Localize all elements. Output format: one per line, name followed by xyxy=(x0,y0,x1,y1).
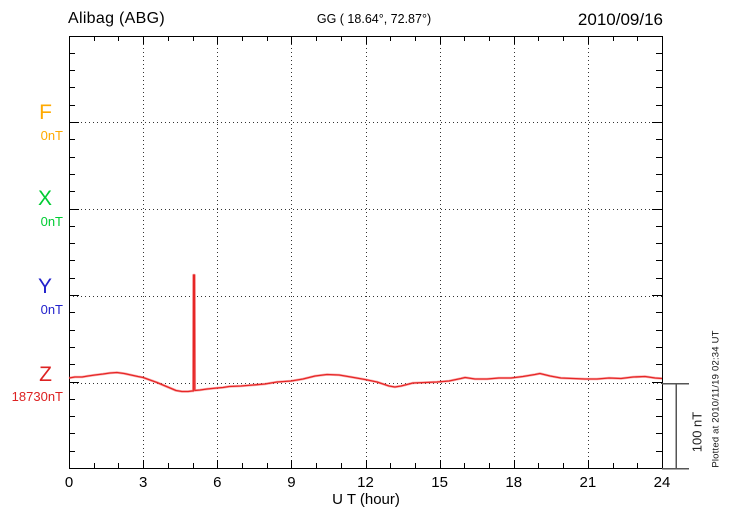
x-tick-label: 24 xyxy=(653,474,671,491)
x-tick-label: 21 xyxy=(579,474,597,491)
z-trace xyxy=(68,274,663,393)
x-tick-label: 6 xyxy=(213,474,222,491)
component-label-x: X xyxy=(37,187,52,210)
x-tick-label: 9 xyxy=(287,474,296,491)
component-value-x: 0nT xyxy=(40,214,63,229)
plotted-at-note: Plotted at 2010/11/19 02:34 UT xyxy=(710,330,722,468)
x-tick-label: 3 xyxy=(138,474,148,491)
plot-date: 2010/09/16 xyxy=(577,10,663,29)
x-tick-label: 15 xyxy=(431,474,448,491)
component-value-y: 0nT xyxy=(40,302,63,317)
scale-bar-label: 100 nT xyxy=(689,411,705,453)
x-axis-title: U T (hour) xyxy=(332,491,400,508)
plot-frame xyxy=(69,36,663,469)
geographic-coordinates: GG ( 18.64°, 72.87°) xyxy=(316,12,432,26)
x-tick-label: 18 xyxy=(505,474,523,491)
component-value-f: 0nT xyxy=(40,128,63,143)
component-label-y: Y xyxy=(37,275,52,298)
x-tick-label: 12 xyxy=(357,474,374,491)
station-title: Alibag (ABG) xyxy=(68,10,165,27)
component-label-f: F xyxy=(39,101,52,124)
z-trace-halo xyxy=(68,273,663,393)
component-label-z: Z xyxy=(39,363,52,386)
component-value-z: 18730nT xyxy=(11,389,63,404)
x-tick-label: 0 xyxy=(64,474,74,491)
